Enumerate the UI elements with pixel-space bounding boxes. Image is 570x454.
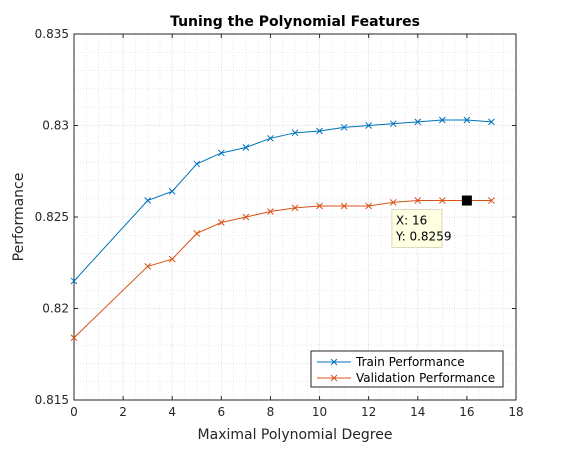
datatip-box bbox=[391, 209, 443, 249]
data-point bbox=[340, 202, 348, 210]
data-point bbox=[193, 230, 201, 237]
x-tick-label: 6 bbox=[218, 405, 226, 419]
x-tick-label: 8 bbox=[267, 405, 275, 419]
data-point bbox=[193, 160, 201, 168]
data-point bbox=[291, 129, 299, 137]
x-tick-label: 14 bbox=[410, 405, 425, 419]
data-point bbox=[217, 219, 225, 226]
legend-label: Validation Performance bbox=[356, 371, 495, 385]
data-point bbox=[438, 116, 446, 124]
data-point bbox=[70, 277, 78, 285]
datatip-marker bbox=[461, 195, 472, 206]
data-point bbox=[340, 123, 348, 131]
data-point bbox=[389, 120, 397, 128]
data-point bbox=[70, 334, 78, 342]
legend-box bbox=[310, 350, 504, 388]
data-point bbox=[438, 197, 446, 204]
y-axis-label: Performance bbox=[11, 173, 27, 262]
chart-title: Tuning the Polynomial Features bbox=[170, 14, 420, 30]
data-point bbox=[267, 134, 274, 142]
x-tick-label: 12 bbox=[361, 405, 376, 419]
axis-ticks bbox=[73, 33, 517, 401]
legend[interactable]: Train Performance Validation Performance bbox=[310, 350, 504, 388]
series-layer bbox=[70, 116, 495, 342]
data-point bbox=[389, 199, 397, 206]
y-tick-label: 0.82 bbox=[42, 302, 69, 316]
x-tick-label: 18 bbox=[508, 405, 523, 419]
tick-labels: 0 2 4 6 8 10 12 14 16 18 0.815 0.82 0.825 0.83 0.835 bbox=[35, 27, 524, 419]
data-point bbox=[488, 197, 495, 204]
x-tick-label: 4 bbox=[168, 405, 176, 419]
series-validation-performance bbox=[70, 197, 495, 342]
legend-entry[interactable]: Train Performance bbox=[317, 355, 465, 369]
legend-marker bbox=[330, 358, 338, 366]
data-point bbox=[365, 202, 373, 210]
x-tick-label: 10 bbox=[312, 405, 327, 419]
data-point bbox=[217, 149, 225, 157]
legend-marker bbox=[330, 374, 338, 382]
legend-entry[interactable]: Validation Performance bbox=[317, 371, 495, 385]
datatip[interactable]: X: 16 Y: 0.8259 bbox=[391, 195, 472, 249]
y-tick-label: 0.83 bbox=[42, 119, 69, 133]
datatip-y-text: Y: 0.8259 bbox=[395, 230, 452, 244]
data-point bbox=[414, 118, 422, 126]
data-point bbox=[168, 188, 176, 195]
y-tick-label: 0.815 bbox=[35, 393, 69, 407]
data-point bbox=[242, 213, 250, 221]
data-point bbox=[242, 144, 250, 151]
x-tick-label: 16 bbox=[459, 405, 474, 419]
series-train-performance bbox=[70, 116, 495, 285]
y-tick-label: 0.835 bbox=[35, 27, 69, 41]
x-tick-label: 0 bbox=[70, 405, 78, 419]
data-point bbox=[316, 202, 323, 210]
data-point bbox=[365, 122, 373, 129]
data-point bbox=[144, 263, 152, 270]
data-point bbox=[414, 197, 422, 204]
data-point bbox=[316, 127, 323, 135]
x-tick-label: 2 bbox=[119, 405, 127, 419]
data-point bbox=[463, 116, 471, 124]
data-point bbox=[144, 197, 152, 204]
data-point bbox=[168, 255, 176, 263]
legend-label: Train Performance bbox=[355, 355, 465, 369]
data-point bbox=[291, 204, 299, 212]
data-point bbox=[488, 118, 495, 126]
x-axis-label: Maximal Polynomial Degree bbox=[198, 427, 393, 443]
series-line-train-performance bbox=[73, 119, 492, 282]
y-tick-label: 0.825 bbox=[35, 210, 69, 224]
series-line-validation-performance bbox=[73, 200, 492, 339]
datatip-x-text: X: 16 bbox=[396, 214, 427, 228]
data-point bbox=[267, 208, 274, 215]
